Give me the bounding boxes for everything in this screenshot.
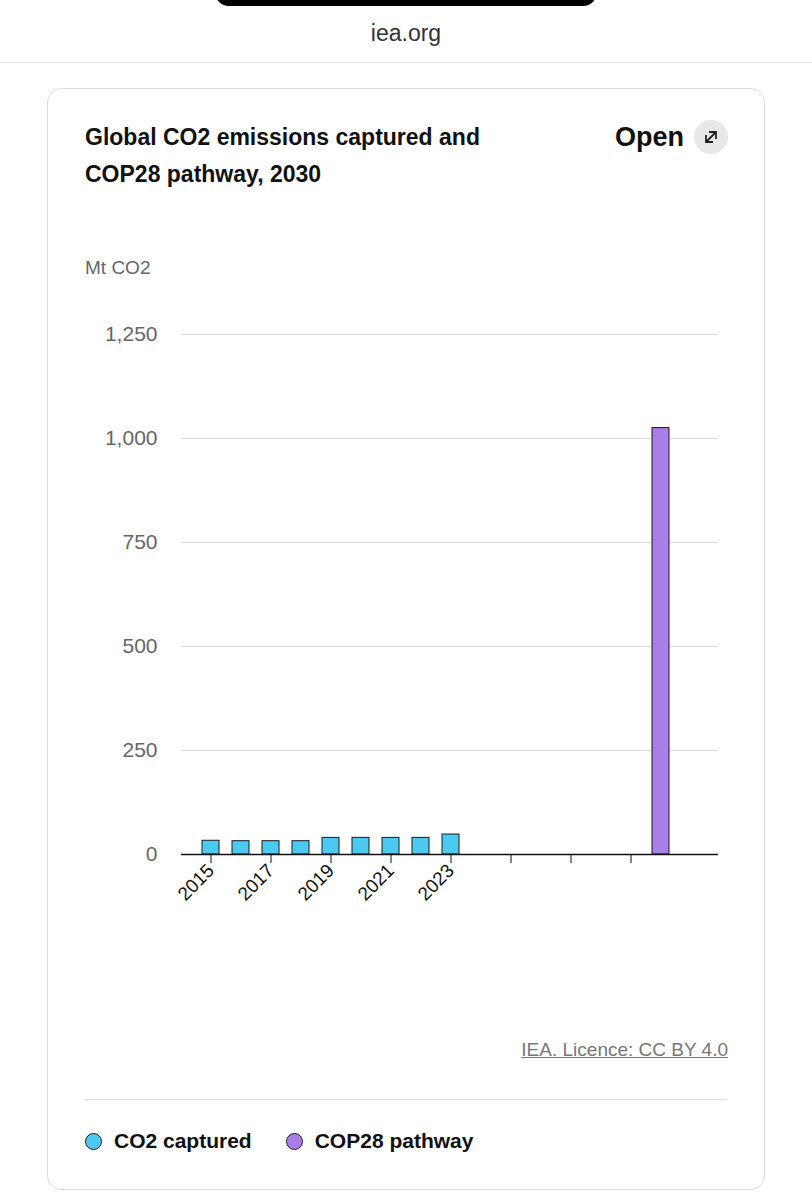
svg-text:1,250: 1,250 [105, 322, 158, 345]
svg-text:2017: 2017 [233, 860, 278, 905]
html-text:COP28 pathway: COP28 pathway [314, 1129, 474, 1152]
svg-text:500: 500 [122, 634, 157, 657]
html-text:IEA. Licence: CC BY 4.0: IEA. Licence: CC BY 4.0 [521, 1039, 728, 1060]
svg-text:750: 750 [122, 530, 157, 553]
svg-text:2019: 2019 [293, 860, 338, 905]
svg-text:0: 0 [146, 842, 158, 865]
svg-text:2021: 2021 [353, 860, 398, 905]
html-text:iea.org: iea.org [370, 20, 442, 46]
html-text:CO2 captured: CO2 captured [114, 1129, 252, 1152]
html-text:Open: Open [615, 121, 684, 152]
svg-text:2023: 2023 [413, 860, 458, 905]
svg-text:250: 250 [122, 738, 157, 761]
html-text:Mt CO2: Mt CO2 [85, 257, 151, 278]
html-text:Global CO2 emissions captured: Global CO2 emissions captured and COP28 … [85, 124, 480, 187]
svg-text:2015: 2015 [173, 860, 218, 905]
svg-text:1,000: 1,000 [105, 426, 158, 449]
